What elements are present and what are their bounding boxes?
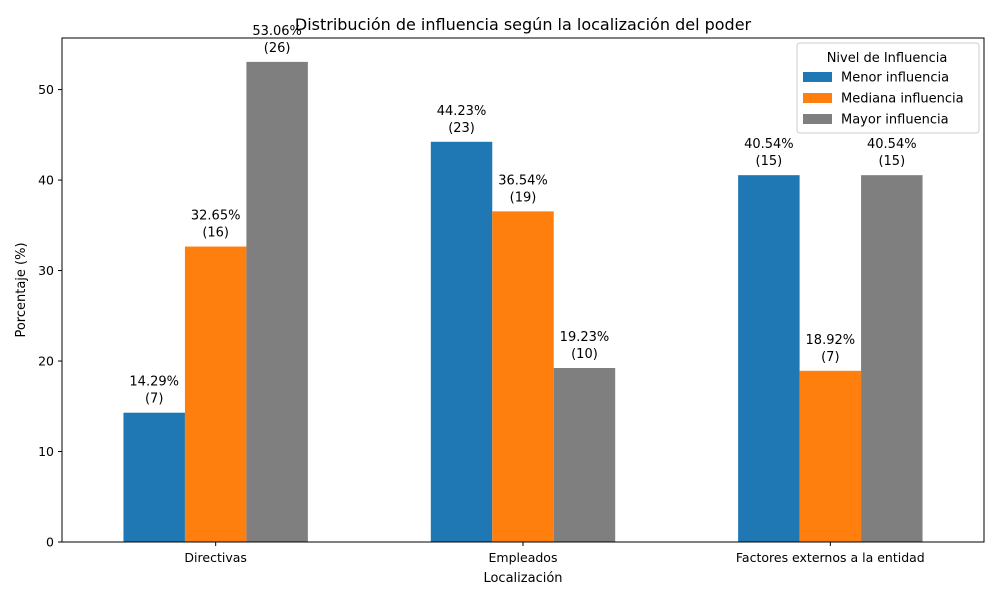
x-tick-label: Directivas [184, 550, 246, 565]
bar-value-label: 40.54% [867, 137, 917, 152]
bar [738, 175, 800, 542]
bar-value-label: 40.54% [744, 137, 794, 152]
bar-value-label: 14.29% [129, 375, 179, 390]
bar [246, 61, 308, 542]
legend-entry-label: Menor influencia [841, 71, 949, 86]
bar [492, 211, 554, 542]
y-tick-label: 20 [38, 354, 54, 369]
bar-value-label: 18.92% [806, 333, 856, 348]
chart-title: Distribución de influencia según la loca… [295, 15, 752, 34]
legend-swatch [803, 114, 832, 124]
y-tick-label: 40 [38, 173, 54, 188]
bar [553, 367, 616, 542]
bar-labels-group: 14.29% (7) 44.23% (23) 40.54% (15) 32.65% (16) 3… [129, 24, 916, 407]
bar-count-label: (15) [878, 154, 905, 169]
legend-swatch [803, 72, 832, 82]
legend-swatch [803, 93, 832, 103]
bar-value-label: 53.06% [252, 24, 302, 39]
x-axis: Directivas Empleados Factores externos a l… [184, 542, 925, 565]
bar [123, 412, 185, 542]
bar-value-label: 19.23% [560, 330, 610, 345]
y-axis: 0 10 20 30 40 50 [38, 82, 62, 550]
bar-count-label: (10) [571, 347, 598, 362]
bar [799, 370, 862, 542]
bar-count-label: (15) [756, 154, 783, 169]
y-tick-label: 0 [46, 535, 54, 550]
y-tick-label: 50 [38, 82, 54, 97]
x-tick-label: Empleados [489, 550, 558, 565]
bar-count-label: (7) [821, 350, 839, 365]
legend-frame [796, 42, 980, 134]
bar-value-label: 32.65% [191, 209, 241, 224]
bar-value-label: 44.23% [437, 104, 487, 119]
bar [861, 175, 923, 542]
bar-value-label: 36.54% [498, 173, 548, 188]
bars-group [123, 61, 923, 542]
legend-title: Nivel de Influencia [827, 51, 948, 66]
legend-entry-label: Mayor influencia [841, 113, 949, 128]
y-axis-label: Porcentaje (%) [14, 242, 29, 337]
x-tick-label: Factores externos a la entidad [736, 550, 925, 565]
bar-count-label: (23) [448, 121, 475, 136]
bar-count-label: (19) [510, 190, 537, 205]
x-axis-label: Localización [483, 571, 562, 586]
bar-count-label: (26) [264, 41, 291, 56]
plot-frame [61, 37, 985, 543]
legend: Nivel de Influencia Menor influencia Medi… [796, 42, 980, 134]
y-tick-label: 30 [38, 263, 54, 278]
bar-count-label: (7) [145, 392, 163, 407]
legend-entry-label: Mediana influencia [841, 92, 964, 107]
bar-count-label: (16) [202, 226, 229, 241]
bar [184, 246, 247, 542]
y-tick-label: 10 [38, 444, 54, 459]
bar [430, 141, 493, 542]
